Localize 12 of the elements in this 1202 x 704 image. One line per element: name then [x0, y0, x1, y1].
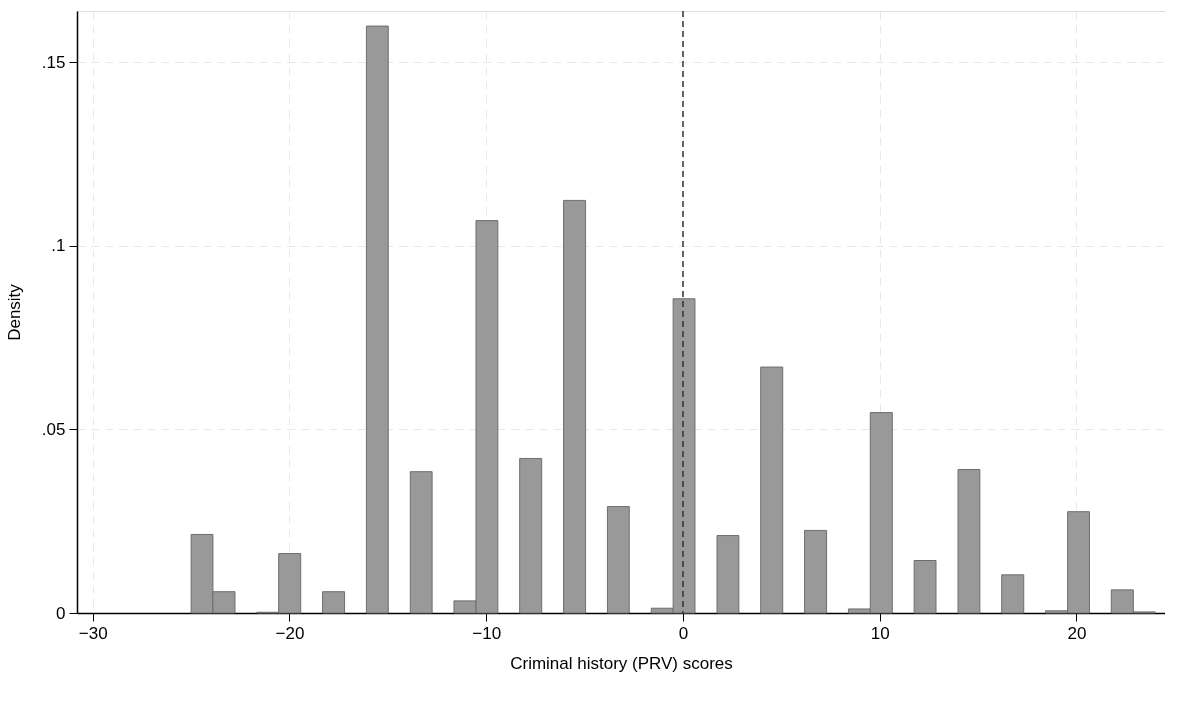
- y-tick-label: .15: [41, 52, 66, 72]
- x-tick-label: 10: [870, 623, 890, 643]
- y-tick-label: .1: [51, 236, 66, 256]
- y-tick-label: 0: [56, 603, 66, 623]
- x-tick-label: 20: [1067, 623, 1087, 643]
- x-axis-title: Criminal history (PRV) scores: [510, 653, 733, 673]
- y-tick-label: .05: [41, 419, 66, 439]
- x-tick-label: 0: [678, 623, 689, 643]
- y-axis-title: Density: [4, 283, 24, 341]
- x-tick-label: −20: [275, 623, 305, 643]
- x-tick-label: −10: [472, 623, 502, 643]
- x-tick-label: −30: [78, 623, 108, 643]
